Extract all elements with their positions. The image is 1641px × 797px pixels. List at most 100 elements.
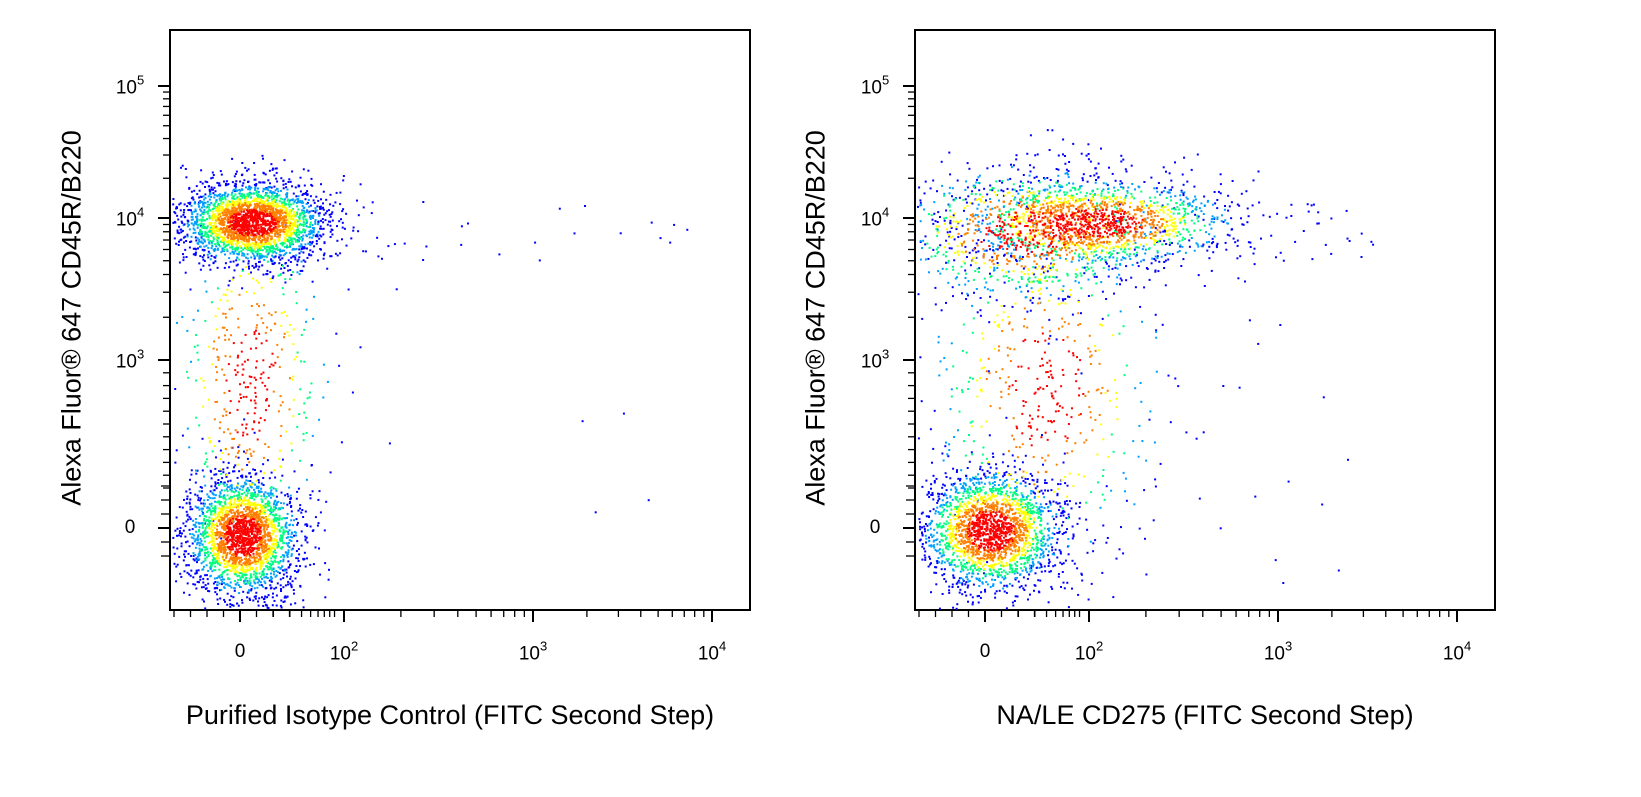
data-point [261,499,264,502]
data-point [243,202,245,204]
data-point [244,562,247,565]
data-point [222,222,225,225]
data-point [218,548,221,551]
data-point [256,194,258,197]
data-point [264,520,267,523]
data-point [214,315,217,318]
data-point [211,559,214,562]
data-point [284,281,287,284]
data-point [275,199,278,202]
data-point [243,491,246,494]
data-point [290,506,292,508]
data-point [342,175,345,177]
data-point [174,388,177,390]
data-point [214,565,217,568]
data-point [211,208,214,211]
data-point [271,200,274,203]
data-point [208,507,211,510]
data-point [253,254,256,257]
data-point [302,216,305,219]
data-point [227,208,230,211]
data-point [273,223,276,226]
data-point [302,207,305,210]
data-point [285,210,288,213]
data-point [207,250,210,253]
data-point [292,524,294,527]
data-point [173,237,176,240]
data-point [262,561,265,564]
data-point [202,586,205,589]
data-point [251,522,254,525]
data-point [319,248,322,250]
data-point [208,188,211,191]
data-point [218,543,221,546]
data-point [201,510,204,513]
data-point [289,575,292,578]
data-point [236,570,239,573]
data-point [278,517,281,520]
data-point [253,534,256,537]
data-point [247,168,250,171]
data-point [285,530,288,533]
data-point [212,261,215,264]
data-point [176,563,179,566]
data-point [273,538,276,541]
data-point [288,278,291,281]
data-point [261,521,264,524]
data-point [200,222,203,225]
data-point [176,229,179,232]
data-point [238,574,241,577]
data-point [271,192,273,194]
data-point [230,522,233,525]
data-point [223,559,226,561]
data-point [258,202,261,205]
data-point [272,205,275,207]
data-point [332,204,335,207]
data-point [279,248,282,251]
data-point [238,499,241,502]
data-point [213,204,216,207]
data-point [267,228,270,231]
data-point [192,558,195,561]
data-point [214,190,217,193]
data-point [229,239,231,242]
data-point [196,494,199,497]
data-point [292,248,295,251]
data-point [263,573,266,576]
data-point [249,545,252,548]
data-point [263,493,265,496]
data-point [246,238,248,241]
data-point [240,231,243,234]
data-point [275,540,278,543]
data-point [282,573,285,576]
data-point [231,191,234,194]
data-point [220,589,223,591]
data-point [274,311,277,314]
data-point [174,529,177,532]
data-point [276,228,279,231]
data-point [198,550,201,553]
data-point [225,488,228,491]
data-point [197,499,200,502]
data-point [204,574,207,577]
data-point [291,215,294,217]
data-point [240,250,243,253]
data-point [279,242,282,245]
data-point [319,227,322,230]
data-point [264,516,267,519]
data-point [298,248,301,251]
data-point [254,575,257,577]
data-point [202,405,205,408]
data-point [225,474,228,476]
data-point [187,564,190,567]
data-point [237,506,240,509]
data-point [239,576,242,579]
data-point [236,263,239,266]
data-point [573,232,576,235]
data-point [647,499,650,502]
data-point [313,201,316,204]
data-point [246,499,249,502]
data-point [216,522,218,525]
data-point [213,546,216,549]
data-point [253,207,256,210]
